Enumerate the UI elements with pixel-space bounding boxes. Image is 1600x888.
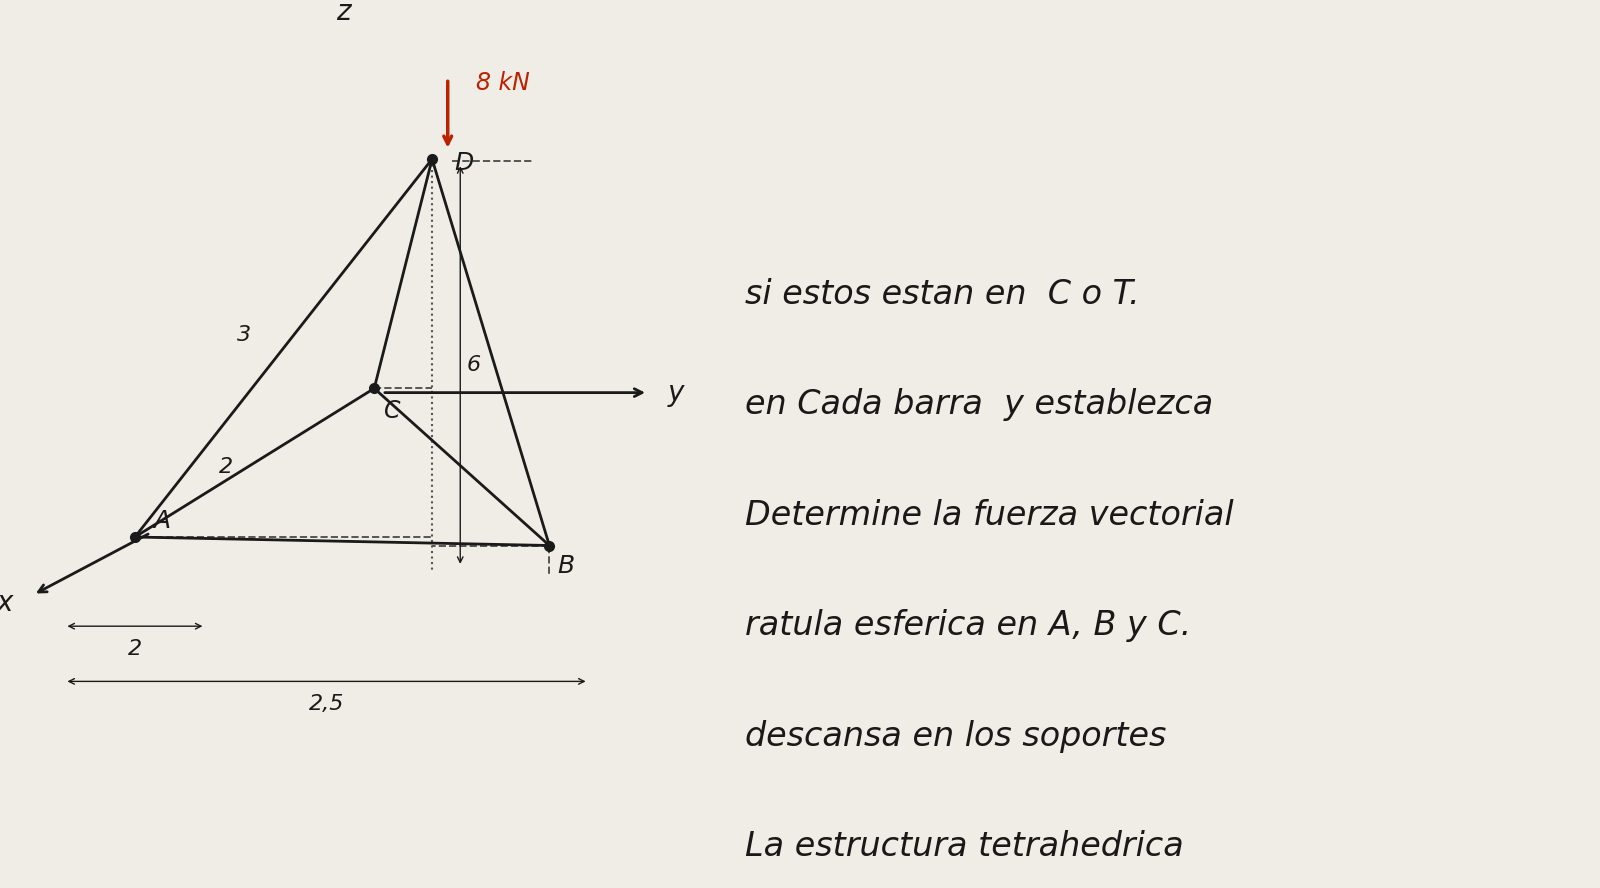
Text: D: D xyxy=(454,151,474,175)
Text: A: A xyxy=(154,509,171,533)
Text: 2: 2 xyxy=(219,457,234,477)
Text: 3: 3 xyxy=(237,325,251,345)
Text: ratula esferica en A, B y C.: ratula esferica en A, B y C. xyxy=(746,609,1190,642)
Text: si estos estan en  C o T.: si estos estan en C o T. xyxy=(746,278,1139,311)
Text: C: C xyxy=(384,399,400,423)
Text: 2,5: 2,5 xyxy=(309,694,344,714)
Text: 8 kN: 8 kN xyxy=(475,71,530,95)
Text: en Cada barra  y establezca: en Cada barra y establezca xyxy=(746,388,1213,422)
Text: y: y xyxy=(667,378,685,407)
Text: descansa en los soportes: descansa en los soportes xyxy=(746,719,1166,753)
Text: 2: 2 xyxy=(128,639,142,659)
Text: Determine la fuerza vectorial: Determine la fuerza vectorial xyxy=(746,499,1234,532)
Text: 6: 6 xyxy=(467,355,480,375)
Text: z: z xyxy=(336,0,350,26)
Text: x: x xyxy=(0,590,13,617)
Text: B: B xyxy=(557,554,574,578)
Text: La estructura tetrahedrica: La estructura tetrahedrica xyxy=(746,830,1184,863)
